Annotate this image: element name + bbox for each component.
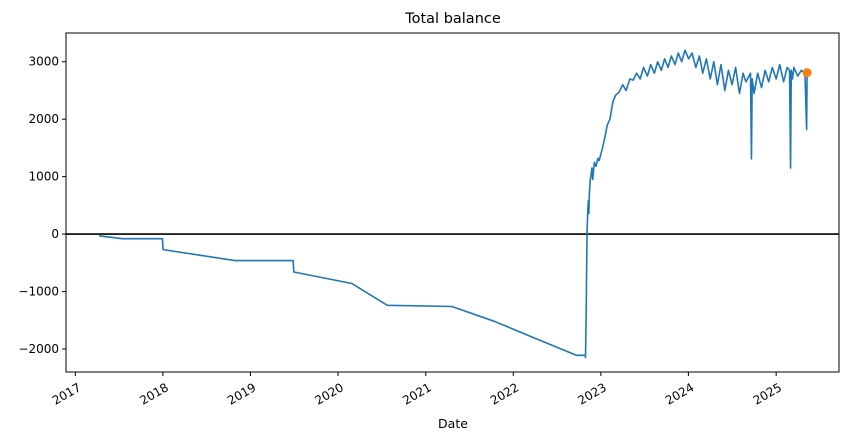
y-tick-label: 1000 — [28, 170, 59, 184]
y-tick-label: 3000 — [28, 55, 59, 69]
highlight-point — [802, 68, 812, 78]
y-tick-label: 2000 — [28, 112, 59, 126]
series-line-0 — [99, 49, 808, 359]
plot-frame — [65, 32, 840, 373]
x-axis-label: Date — [438, 416, 468, 431]
y-tick-label: −2000 — [18, 342, 59, 356]
y-tick-label: 0 — [51, 227, 59, 241]
chart-title: Total balance — [404, 11, 501, 27]
y-tick-label: −1000 — [18, 285, 59, 299]
